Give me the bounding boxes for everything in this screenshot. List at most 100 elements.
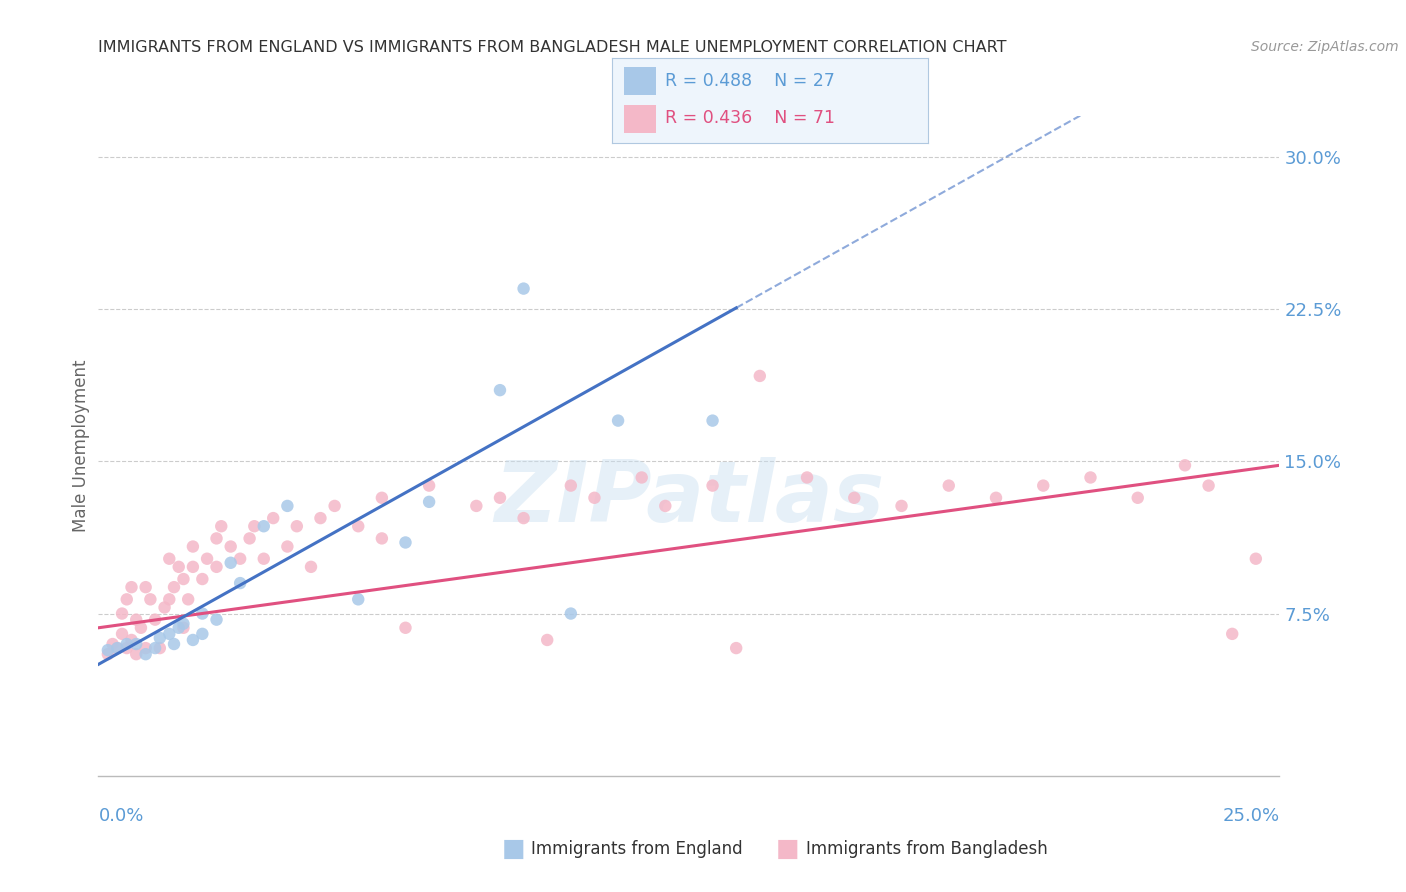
Point: [276, 540, 298, 554]
Point: [229, 576, 252, 591]
Point: [560, 607, 582, 621]
Point: [309, 511, 332, 525]
Point: [418, 495, 440, 509]
Point: [172, 621, 194, 635]
Point: [181, 632, 204, 647]
Point: [115, 592, 138, 607]
Point: [323, 499, 346, 513]
Point: [191, 572, 214, 586]
Point: [489, 383, 512, 397]
Point: [285, 519, 308, 533]
Point: [299, 559, 322, 574]
Text: Source: ZipAtlas.com: Source: ZipAtlas.com: [1251, 40, 1399, 54]
Text: R = 0.488    N = 27: R = 0.488 N = 27: [665, 72, 835, 90]
Point: [157, 592, 180, 607]
Point: [101, 637, 124, 651]
Point: [205, 559, 228, 574]
Point: [172, 572, 194, 586]
Point: [219, 556, 242, 570]
Point: [111, 607, 134, 621]
Point: [105, 641, 128, 656]
Point: [371, 532, 394, 546]
Point: [139, 592, 162, 607]
Point: [177, 592, 200, 607]
Point: [135, 647, 157, 661]
Point: [1174, 458, 1197, 473]
Point: [702, 478, 724, 492]
Point: [167, 621, 190, 635]
Point: [1032, 478, 1054, 492]
Point: [157, 551, 180, 566]
Point: [143, 613, 166, 627]
Text: IMMIGRANTS FROM ENGLAND VS IMMIGRANTS FROM BANGLADESH MALE UNEMPLOYMENT CORRELAT: IMMIGRANTS FROM ENGLAND VS IMMIGRANTS FR…: [98, 40, 1007, 55]
Point: [157, 627, 180, 641]
Point: [125, 613, 148, 627]
Point: [1126, 491, 1149, 505]
Point: [111, 627, 134, 641]
Point: [163, 580, 186, 594]
Point: [105, 641, 128, 656]
Point: [143, 641, 166, 656]
Point: [536, 632, 558, 647]
Point: [796, 470, 818, 484]
Point: [239, 532, 262, 546]
Point: [1198, 478, 1220, 492]
Bar: [624, 67, 655, 95]
Point: [149, 631, 172, 645]
Point: [167, 559, 190, 574]
Text: 0.0%: 0.0%: [98, 807, 143, 825]
Point: [844, 491, 866, 505]
Point: [125, 637, 148, 651]
Point: [1244, 551, 1267, 566]
Point: [121, 580, 143, 594]
Point: [276, 499, 298, 513]
Point: [97, 643, 120, 657]
Point: [181, 540, 204, 554]
Text: ■: ■: [502, 838, 524, 861]
Point: [418, 478, 440, 492]
Point: [195, 551, 218, 566]
Text: 25.0%: 25.0%: [1222, 807, 1279, 825]
Point: [205, 532, 228, 546]
Point: [347, 519, 370, 533]
Point: [465, 499, 488, 513]
Point: [219, 540, 242, 554]
Point: [253, 519, 276, 533]
Bar: [624, 104, 655, 133]
Point: [890, 499, 912, 513]
Point: [125, 647, 148, 661]
Point: [394, 535, 416, 549]
Y-axis label: Male Unemployment: Male Unemployment: [72, 359, 90, 533]
Point: [209, 519, 232, 533]
Point: [607, 414, 630, 428]
Point: [748, 368, 770, 383]
Point: [512, 282, 534, 296]
Point: [97, 647, 120, 661]
Point: [489, 491, 512, 505]
Point: [172, 616, 194, 631]
Text: ■: ■: [776, 838, 799, 861]
Point: [135, 580, 157, 594]
Point: [229, 551, 252, 566]
Point: [243, 519, 266, 533]
Text: Immigrants from Bangladesh: Immigrants from Bangladesh: [806, 840, 1047, 858]
Point: [115, 641, 138, 656]
Point: [262, 511, 284, 525]
Point: [654, 499, 676, 513]
Point: [1080, 470, 1102, 484]
Text: R = 0.436    N = 71: R = 0.436 N = 71: [665, 109, 835, 128]
Point: [135, 641, 157, 656]
Point: [938, 478, 960, 492]
Point: [253, 551, 276, 566]
Point: [115, 637, 138, 651]
Point: [181, 559, 204, 574]
Point: [394, 621, 416, 635]
Point: [702, 414, 724, 428]
Point: [560, 478, 582, 492]
Point: [1220, 627, 1243, 641]
Point: [153, 600, 176, 615]
Text: Immigrants from England: Immigrants from England: [531, 840, 744, 858]
Point: [191, 607, 214, 621]
Point: [191, 627, 214, 641]
Point: [512, 511, 534, 525]
